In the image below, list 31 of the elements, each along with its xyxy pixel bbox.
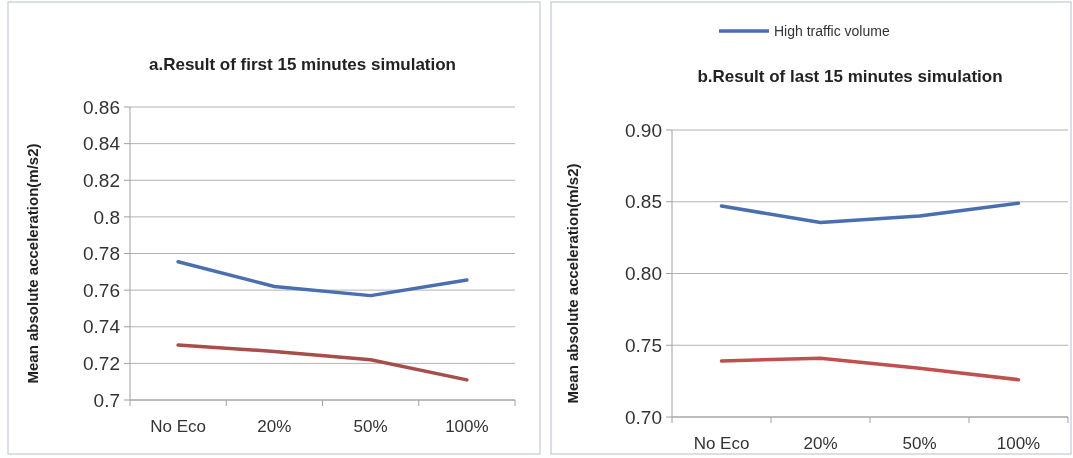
y-tick-label: 0.80 <box>625 263 662 285</box>
x-tick-label: 50% <box>902 434 937 453</box>
x-tick-label: 20% <box>257 417 292 436</box>
y-tick-label: 0.85 <box>625 191 662 213</box>
y-tick-label: 0.72 <box>83 353 120 375</box>
y-tick-label: 0.78 <box>83 243 120 265</box>
line-series <box>719 201 1021 225</box>
y-tick-label: 0.82 <box>83 169 120 191</box>
x-tick-label: No Eco <box>150 417 206 436</box>
chart-title: b.Result of last 15 minutes simulation <box>697 67 1003 86</box>
x-tick-label: No Eco <box>693 434 750 453</box>
y-tick-label: 0.70 <box>625 406 662 428</box>
legend-label: High traffic volume <box>774 22 890 39</box>
y-tick-label: 0.75 <box>625 334 662 356</box>
x-tick-label: 20% <box>803 434 838 453</box>
line-series <box>176 259 469 298</box>
y-tick-label: 0.84 <box>83 133 121 155</box>
y-tick-label: 0.8 <box>93 206 120 228</box>
x-tick-label: 100% <box>445 417 489 436</box>
x-tick-label: 100% <box>996 434 1041 453</box>
y-axis-title: Mean absolute acceleration(m/s2) <box>24 143 41 384</box>
y-tick-label: 0.86 <box>83 96 120 118</box>
x-tick-label: 50% <box>353 417 388 436</box>
y-tick-label: 0.90 <box>625 119 662 141</box>
line-series <box>176 343 469 382</box>
y-tick-label: 0.74 <box>83 316 121 338</box>
chart-title: a.Result of first 15 minutes simulation <box>148 55 457 74</box>
y-axis-title: Mean absolute acceleration(m/s2) <box>564 163 581 404</box>
line-series <box>719 356 1021 382</box>
y-tick-label: 0.7 <box>93 389 120 411</box>
y-tick-label: 0.76 <box>83 279 120 301</box>
